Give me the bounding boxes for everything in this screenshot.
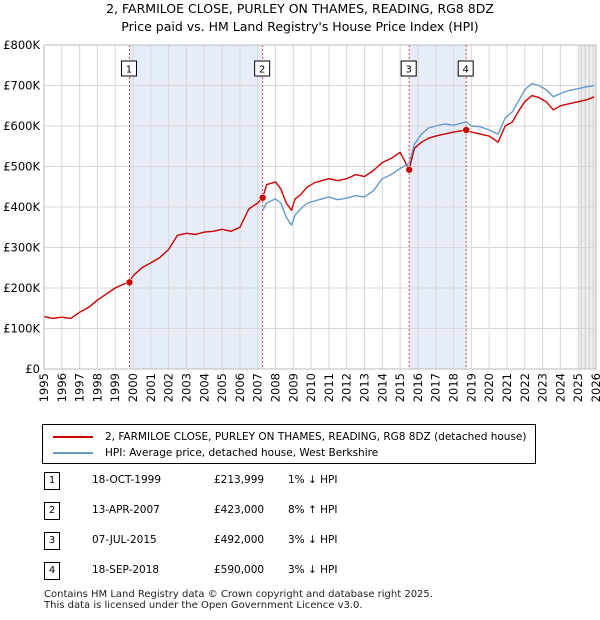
x-tick-label: 1997 — [73, 373, 87, 402]
x-tick-label: 1998 — [90, 373, 104, 402]
sale-hpi-diff: 3% ↓ HPI — [288, 534, 338, 546]
sale-date: 18-SEP-2018 — [92, 564, 160, 576]
footer-copyright: Contains HM Land Registry data © Crown c… — [44, 589, 433, 600]
x-tick-label: 2000 — [126, 373, 140, 402]
sale-price: £423,000 — [214, 504, 265, 516]
chart-title: 2, FARMILOE CLOSE, PURLEY ON THAMES, REA… — [106, 1, 494, 16]
y-tick-label: £400K — [3, 200, 40, 214]
sale-hpi-diff: 3% ↓ HPI — [288, 564, 338, 576]
legend: 2, FARMILOE CLOSE, PURLEY ON THAMES, REA… — [42, 424, 536, 464]
x-tick-label: 2006 — [233, 373, 247, 402]
table-row: 4 18-SEP-2018 £590,000 3% ↓ HPI — [42, 562, 562, 592]
x-tick-label: 2009 — [286, 373, 300, 402]
sale-point — [405, 165, 414, 174]
sale-price: £590,000 — [214, 564, 265, 576]
y-tick-label: £500K — [3, 160, 40, 174]
x-tick-label: 2014 — [375, 373, 389, 402]
sale-point — [462, 126, 470, 134]
legend-swatch-property — [53, 436, 93, 438]
x-tick-label: 2020 — [482, 373, 496, 402]
y-tick-label: £100K — [3, 322, 40, 336]
price-chart: 2, FARMILOE CLOSE, PURLEY ON THAMES, REA… — [3, 1, 600, 402]
sale-price: £213,999 — [214, 474, 265, 486]
x-tick-label: 1996 — [55, 373, 69, 402]
x-tick-label: 2019 — [464, 373, 478, 402]
x-tick-label: 2005 — [215, 373, 229, 402]
sale-label-box — [457, 60, 474, 77]
sale-label-box — [254, 60, 271, 77]
sales-table: 1 18-OCT-1999 £213,999 1% ↓ HPI 2 13-APR… — [42, 472, 562, 592]
sale-hpi-diff: 8% ↑ HPI — [288, 504, 338, 516]
sale-label-number: 1 — [126, 65, 132, 76]
x-tick-label: 2016 — [411, 373, 425, 402]
y-tick-label: £300K — [3, 241, 40, 255]
plot-frame — [43, 44, 597, 370]
sale-hpi-diff: 1% ↓ HPI — [288, 474, 338, 486]
y-tick-label: £200K — [3, 281, 40, 295]
x-tick-label: 2025 — [571, 373, 585, 402]
legend-item-hpi: HPI: Average price, detached house, West… — [53, 446, 378, 460]
sale-date: 07-JUL-2015 — [92, 534, 157, 546]
sale-number: 1 — [44, 472, 60, 490]
table-row: 2 13-APR-2007 £423,000 8% ↑ HPI — [42, 502, 562, 532]
x-tick-label: 2012 — [340, 373, 354, 402]
x-tick-label: 2018 — [447, 373, 461, 402]
x-tick-label: 2015 — [393, 373, 407, 402]
x-tick-label: 2021 — [500, 373, 514, 402]
x-tick-label: 2026 — [589, 373, 600, 402]
x-tick-label: 2023 — [536, 373, 550, 402]
x-tick-label: 2024 — [553, 373, 567, 402]
x-tick-label: 2007 — [251, 373, 265, 402]
x-tick-label: 1999 — [108, 373, 122, 402]
sale-label-box — [400, 60, 417, 77]
sale-price: £492,000 — [214, 534, 265, 546]
sale-label-number: 3 — [406, 65, 412, 76]
sale-date: 13-APR-2007 — [92, 504, 160, 516]
y-tick-label: £700K — [3, 79, 40, 93]
footer-licence: This data is licensed under the Open Gov… — [44, 600, 363, 611]
chart-subtitle: Price paid vs. HM Land Registry's House … — [121, 19, 478, 34]
x-tick-label: 2010 — [304, 373, 318, 402]
sale-label-number: 4 — [463, 65, 469, 76]
sale-number: 3 — [44, 532, 60, 550]
sale-number: 2 — [44, 502, 60, 520]
sale-label-box — [120, 60, 137, 77]
sale-number: 4 — [44, 562, 60, 580]
legend-swatch-hpi — [53, 452, 93, 454]
legend-item-property: 2, FARMILOE CLOSE, PURLEY ON THAMES, REA… — [53, 430, 527, 444]
sale-label-number: 2 — [259, 65, 265, 76]
legend-label-property: 2, FARMILOE CLOSE, PURLEY ON THAMES, REA… — [105, 431, 527, 443]
table-row: 3 07-JUL-2015 £492,000 3% ↓ HPI — [42, 532, 562, 562]
sale-point — [125, 278, 134, 287]
x-tick-label: 2011 — [322, 373, 336, 402]
legend-label-hpi: HPI: Average price, detached house, West… — [105, 447, 379, 459]
hpi-line — [262, 82, 595, 226]
footer: Contains HM Land Registry data © Crown c… — [44, 589, 433, 611]
x-tick-label: 2022 — [518, 373, 532, 402]
x-tick-label: 2004 — [197, 373, 211, 402]
x-tick-label: 2013 — [358, 373, 372, 402]
y-tick-label: £800K — [3, 38, 40, 52]
x-tick-label: 2003 — [179, 373, 193, 402]
y-tick-label: £600K — [3, 119, 40, 133]
y-tick-label: £0 — [25, 362, 40, 376]
x-tick-label: 2001 — [144, 373, 158, 402]
sale-date: 18-OCT-1999 — [92, 474, 161, 486]
x-tick-label: 2017 — [429, 373, 443, 402]
sale-point — [258, 193, 267, 202]
x-tick-label: 2002 — [162, 373, 176, 402]
property-price-line — [43, 94, 595, 320]
x-tick-label: 2008 — [268, 373, 282, 402]
x-tick-label: 1995 — [37, 373, 51, 402]
table-row: 1 18-OCT-1999 £213,999 1% ↓ HPI — [42, 472, 562, 502]
